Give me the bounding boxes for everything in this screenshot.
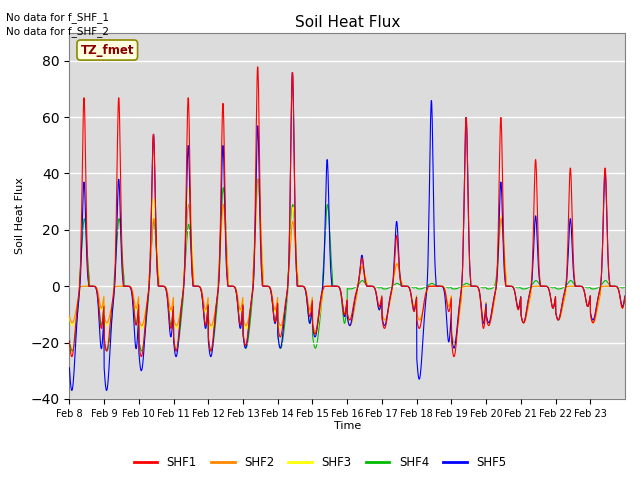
- Y-axis label: Soil Heat Flux: Soil Heat Flux: [15, 177, 25, 254]
- X-axis label: Time: Time: [333, 421, 361, 432]
- Text: TZ_fmet: TZ_fmet: [81, 44, 134, 57]
- Text: No data for f_SHF_1: No data for f_SHF_1: [6, 12, 109, 23]
- Legend: SHF1, SHF2, SHF3, SHF4, SHF5: SHF1, SHF2, SHF3, SHF4, SHF5: [129, 452, 511, 474]
- Text: No data for f_SHF_2: No data for f_SHF_2: [6, 26, 109, 37]
- Title: Soil Heat Flux: Soil Heat Flux: [294, 15, 400, 30]
